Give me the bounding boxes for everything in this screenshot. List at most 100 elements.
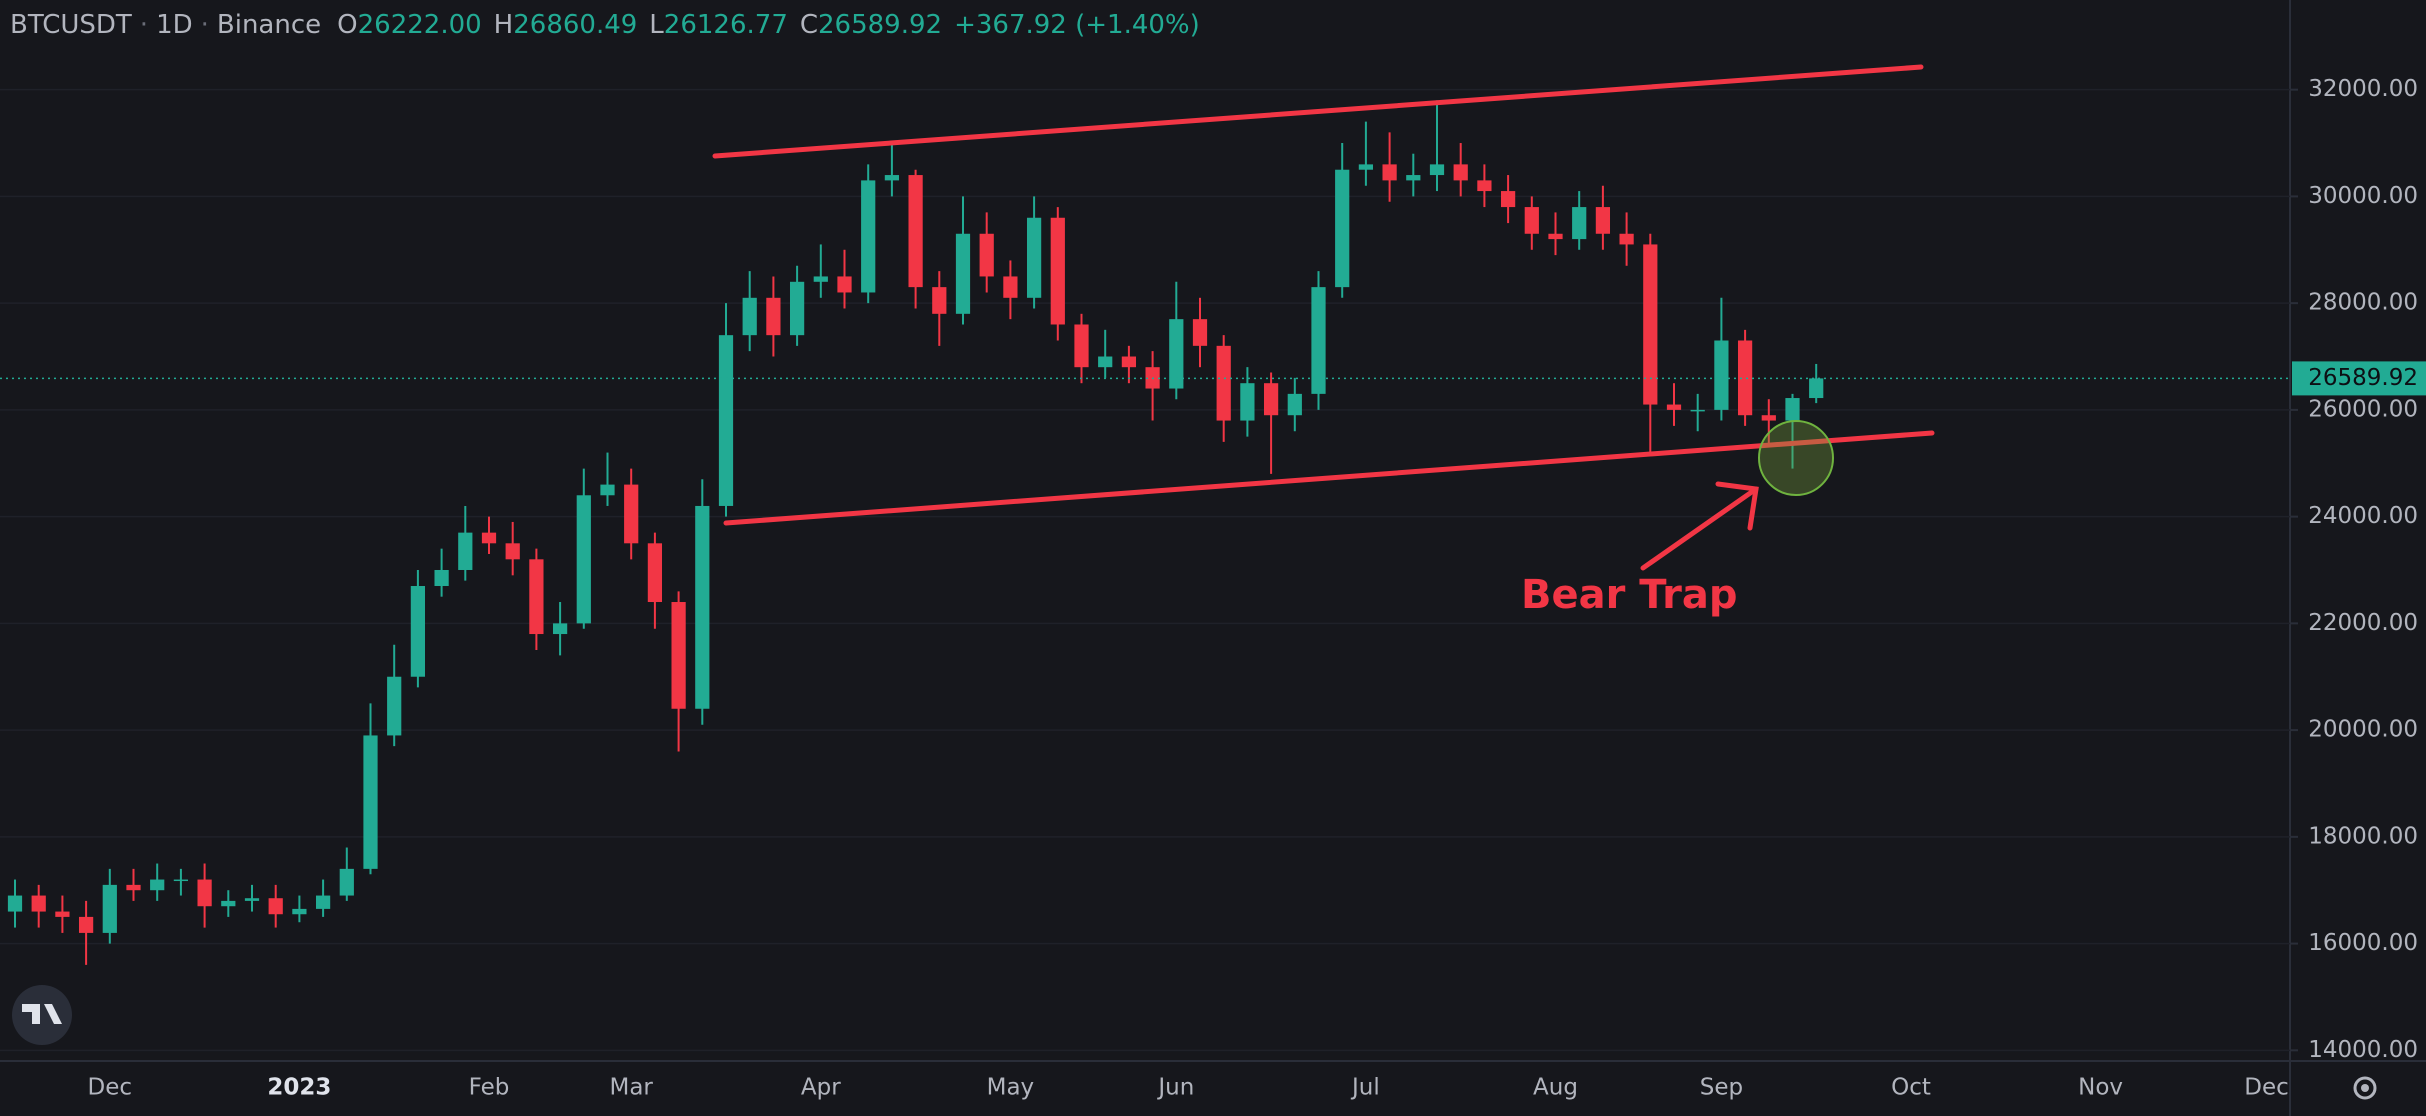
candle-body <box>671 602 686 709</box>
high-value: 26860.49 <box>513 10 638 40</box>
candle-body <box>1169 319 1184 389</box>
candle-body <box>1477 180 1492 192</box>
candle-body <box>1026 217 1042 298</box>
close-label: C <box>799 10 819 40</box>
candle-body <box>1287 393 1302 416</box>
candle-body <box>31 895 46 912</box>
y-tick-label: 32000.00 <box>2308 76 2418 102</box>
high-label: H <box>493 10 514 40</box>
candle-body <box>197 879 212 907</box>
candle-body <box>1003 276 1018 298</box>
annotation-text: Bear Trap <box>1521 572 1738 618</box>
candle-body <box>55 911 70 917</box>
x-tick-label: Nov <box>2078 1075 2123 1101</box>
symbol: BTCUSDT <box>10 10 132 40</box>
highlight-circle <box>1758 420 1834 496</box>
candle-body <box>1240 383 1255 421</box>
candle-body <box>126 884 141 891</box>
candle-body <box>7 895 23 912</box>
candle-body <box>932 287 947 314</box>
y-tick-label: 28000.00 <box>2308 290 2418 316</box>
candle-body <box>1643 244 1658 405</box>
candle-body <box>1263 383 1279 416</box>
candle-body <box>908 175 923 288</box>
open-label: O <box>337 10 358 40</box>
candle-body <box>292 908 307 915</box>
x-tick-label: Sep <box>1700 1075 1743 1101</box>
candle-body <box>979 233 994 277</box>
candle-body <box>1524 207 1539 234</box>
tradingview-logo <box>12 985 72 1045</box>
candle-body <box>766 297 781 336</box>
exchange: Binance <box>216 10 322 40</box>
x-tick-label: Jun <box>1156 1075 1194 1101</box>
candle-body <box>1785 398 1800 421</box>
drawings <box>712 64 1935 571</box>
candle-body <box>1453 164 1468 181</box>
y-tick-label: 20000.00 <box>2308 717 2418 743</box>
candle-body <box>1572 207 1587 240</box>
settings-icon[interactable] <box>2353 1076 2377 1100</box>
candle-body <box>1098 356 1113 368</box>
y-tick-label: 30000.00 <box>2308 183 2418 209</box>
candle-body <box>173 879 189 882</box>
x-tick-label: Dec <box>2244 1075 2289 1101</box>
candle-body <box>1714 340 1729 410</box>
candle-body <box>244 898 260 901</box>
x-tick-label: 2023 <box>267 1075 331 1101</box>
candle-body <box>695 505 710 709</box>
last-price-box <box>2292 361 2426 396</box>
x-tick-label: Oct <box>1891 1075 1931 1101</box>
y-tick-label: 16000.00 <box>2308 930 2418 956</box>
candle-body <box>481 532 497 544</box>
candle-body <box>1690 409 1705 412</box>
candle-body <box>1500 191 1516 208</box>
candle-body <box>505 543 520 560</box>
candle-body <box>529 559 544 635</box>
candle-body <box>600 484 615 496</box>
x-tick-label: Dec <box>88 1075 133 1101</box>
candle-body <box>1311 287 1326 394</box>
candle-body <box>955 233 971 314</box>
y-tick-label: 14000.00 <box>2308 1037 2418 1063</box>
candle-body <box>1121 356 1137 368</box>
candle-body <box>458 532 473 570</box>
candle-body <box>339 868 354 896</box>
candle-body <box>1358 164 1374 170</box>
candle-body <box>410 586 426 677</box>
trend-line-upper <box>712 64 1924 159</box>
x-tick-label: Mar <box>609 1075 653 1101</box>
x-tick-label: Feb <box>469 1075 510 1101</box>
y-tick-label: 22000.00 <box>2308 610 2418 636</box>
low-value: 26126.77 <box>663 10 788 40</box>
arrow-shaft <box>1640 486 1759 571</box>
candle-body <box>742 297 757 336</box>
candle-body <box>1595 207 1611 234</box>
candle-body <box>813 276 828 282</box>
x-tick-label: May <box>987 1075 1035 1101</box>
candle-body <box>789 281 805 336</box>
interval: 1D <box>156 10 193 40</box>
candle-body <box>1619 233 1634 245</box>
close-value: 26589.92 <box>818 10 943 40</box>
candle-body <box>837 276 852 293</box>
candle-body <box>315 895 331 909</box>
candle-body <box>861 180 876 293</box>
candle-body <box>1737 340 1753 416</box>
header: BTCUSDT · 1D · Binance O26222.00 H26860.49 L261… <box>10 10 1200 40</box>
x-tick-label: Aug <box>1533 1075 1578 1101</box>
candle-body <box>576 495 591 624</box>
last-price-label: 26589.92 <box>2308 365 2418 391</box>
candle-body <box>434 569 449 587</box>
candle-body <box>78 916 94 933</box>
x-tick-label: Apr <box>801 1075 841 1101</box>
candle-body <box>552 623 568 635</box>
candle-body <box>387 676 402 736</box>
candle-body <box>718 335 734 506</box>
candle-body <box>1216 345 1231 421</box>
candle-body <box>1429 164 1445 176</box>
x-tick-label: Jul <box>1350 1075 1380 1101</box>
